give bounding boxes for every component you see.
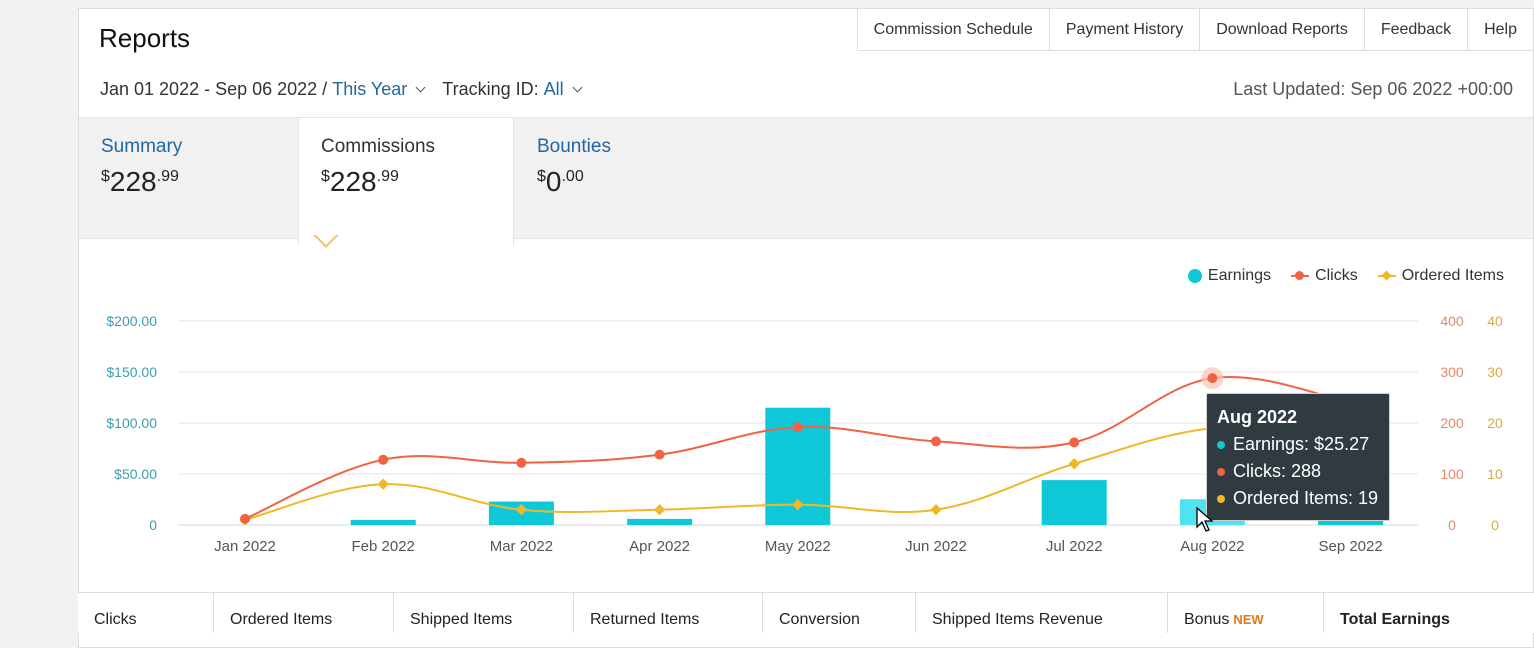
- clicks-point: [240, 513, 250, 524]
- new-badge: NEW: [1233, 612, 1264, 627]
- right-axis-clicks-tick: 400: [1440, 313, 1464, 329]
- tab-bounties-amount: $0.00: [537, 166, 584, 197]
- x-axis-label: Jun 2022: [905, 538, 967, 555]
- right-axis-clicks-tick: 100: [1440, 466, 1464, 482]
- tab-bounties-label: Bounties: [537, 136, 611, 157]
- right-axis-clicks-tick: 200: [1440, 415, 1464, 431]
- right-axis-items-tick: 40: [1487, 313, 1503, 329]
- clicks-bullet-icon: [1217, 467, 1225, 476]
- tab-commissions-label: Commissions: [321, 136, 436, 157]
- clicks-point: [1207, 373, 1218, 384]
- legend-ordered-items[interactable]: Ordered Items: [1377, 267, 1504, 285]
- ordered-items-point: [792, 498, 804, 511]
- clicks-point: [378, 454, 389, 465]
- earnings-dot-icon: [1187, 269, 1202, 283]
- x-axis-label: Mar 2022: [490, 538, 553, 555]
- legend-clicks[interactable]: Clicks: [1291, 267, 1358, 285]
- ordered-bullet-icon: [1217, 494, 1225, 503]
- col-returned-items: Returned Items: [574, 593, 763, 633]
- tracking-id-dropdown[interactable]: All: [543, 79, 564, 99]
- tab-commissions[interactable]: Commissions $228.99: [298, 118, 514, 246]
- earnings-bar: [1041, 480, 1107, 525]
- chart-legend: Earnings Clicks Ordered Items: [1187, 267, 1504, 285]
- x-axis-label: Jul 2022: [1046, 538, 1103, 555]
- col-conversion: Conversion: [763, 593, 916, 633]
- left-axis-tick: $50.00: [114, 466, 157, 482]
- tab-commissions-amount: $228.99: [321, 166, 399, 197]
- tab-summary-label: Summary: [101, 136, 183, 157]
- mouse-cursor-icon: [1196, 507, 1214, 532]
- right-axis-clicks-tick: 300: [1440, 364, 1464, 380]
- right-axis-items-tick: 0: [1491, 517, 1499, 533]
- left-axis-tick: $200.00: [106, 313, 157, 329]
- col-shipped-revenue: Shipped Items Revenue: [916, 593, 1168, 633]
- date-range: Jan 01 2022 - Sep 06 2022 /: [100, 79, 328, 99]
- chart-tooltip: Aug 2022 Earnings: $25.27 Clicks: 288 Or…: [1206, 393, 1390, 521]
- tooltip-clicks: Clicks: 288: [1233, 461, 1322, 481]
- ordered-items-point: [1068, 458, 1080, 470]
- x-axis-label: Jan 2022: [214, 538, 276, 555]
- earnings-bullet-icon: [1217, 440, 1225, 449]
- tracking-id-label: Tracking ID:: [442, 79, 539, 99]
- clicks-point: [931, 436, 941, 447]
- x-axis-label: May 2022: [765, 538, 831, 555]
- col-shipped-items: Shipped Items: [394, 593, 574, 633]
- ordered-line-icon: [1377, 271, 1396, 281]
- last-updated: Last Updated: Sep 06 2022 +00:00: [1233, 79, 1513, 99]
- col-clicks: Clicks: [78, 593, 214, 633]
- right-axis-items-tick: 10: [1487, 466, 1503, 482]
- x-axis-label: Sep 2022: [1318, 538, 1382, 555]
- ordered-items-point: [930, 504, 942, 516]
- tab-bounties[interactable]: Bounties $0.00: [515, 118, 731, 240]
- filter-row: Jan 01 2022 - Sep 06 2022 / This Year Tr…: [100, 79, 589, 100]
- tab-summary-amount: $228.99: [101, 166, 179, 197]
- reports-panel: Reports Commission Schedule Payment Hist…: [78, 8, 1534, 648]
- x-axis-label: Apr 2022: [629, 538, 690, 555]
- clicks-point: [654, 449, 665, 460]
- ordered-items-point: [377, 478, 389, 490]
- col-bonus: Bonus NEW: [1168, 593, 1324, 633]
- ordered-items-point: [653, 504, 666, 516]
- col-ordered-items: Ordered Items: [214, 593, 394, 633]
- summary-table-header: Clicks Ordered Items Shipped Items Retur…: [78, 592, 1534, 633]
- right-axis-items-tick: 20: [1487, 415, 1503, 431]
- left-axis-tick: 0: [149, 517, 157, 533]
- tooltip-earnings: Earnings: $25.27: [1233, 434, 1370, 454]
- tab-summary[interactable]: Summary $228.99: [79, 118, 295, 240]
- tooltip-title: Aug 2022: [1217, 407, 1298, 427]
- right-axis-items-tick: 30: [1487, 364, 1503, 380]
- earnings-bar: [350, 519, 416, 525]
- clicks-point: [792, 422, 803, 433]
- clicks-line-icon: [1291, 271, 1310, 281]
- feedback-link[interactable]: Feedback: [1364, 9, 1469, 51]
- legend-earnings[interactable]: Earnings: [1187, 267, 1271, 285]
- ordered-items-point: [515, 504, 528, 516]
- right-axis-clicks-tick: 0: [1448, 517, 1456, 533]
- top-nav: Commission Schedule Payment History Down…: [856, 9, 1533, 51]
- x-axis-label: Aug 2022: [1180, 538, 1244, 555]
- commission-schedule-link[interactable]: Commission Schedule: [857, 9, 1050, 51]
- clicks-point: [1069, 437, 1080, 448]
- report-tabs: Summary $228.99 Commissions $228.99 Boun…: [79, 117, 1533, 246]
- earnings-bar: [1318, 518, 1384, 525]
- earnings-bar: [627, 518, 693, 525]
- help-link[interactable]: Help: [1468, 9, 1533, 51]
- payment-history-link[interactable]: Payment History: [1049, 9, 1201, 51]
- page-title: Reports: [99, 23, 191, 53]
- clicks-point: [516, 457, 527, 468]
- col-total-earnings: Total Earnings: [1340, 611, 1450, 628]
- tooltip-ordered: Ordered Items: 19: [1233, 488, 1379, 508]
- download-reports-link[interactable]: Download Reports: [1200, 9, 1365, 51]
- left-axis-tick: $100.00: [106, 415, 157, 431]
- x-axis-label: Feb 2022: [352, 538, 415, 555]
- date-preset-dropdown[interactable]: This Year: [332, 79, 408, 99]
- active-tab-pointer: [313, 234, 339, 248]
- left-axis-tick: $150.00: [106, 364, 157, 380]
- earnings-chart: 0$50.00$100.00$150.00$200.00010020030040…: [106, 313, 1503, 555]
